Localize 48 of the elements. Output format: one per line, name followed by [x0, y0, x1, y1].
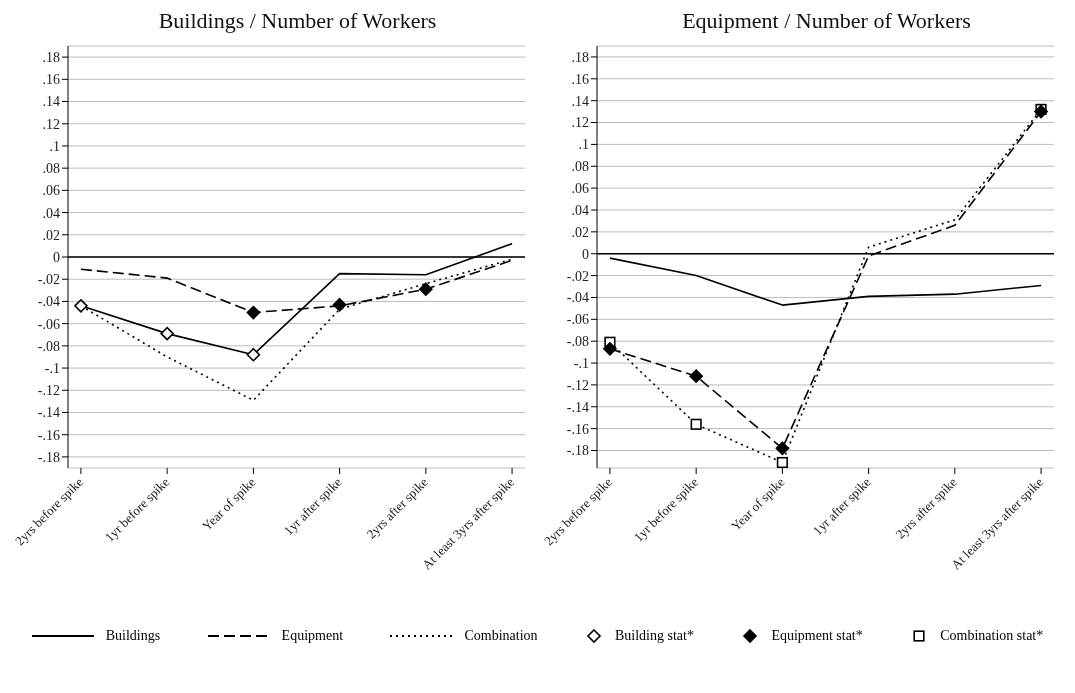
y-tick-label: 0	[582, 246, 589, 262]
y-tick-label: .12	[571, 115, 589, 131]
x-tick-label: 2yrs after spike	[363, 474, 431, 542]
legend-label: Equipment stat*	[771, 628, 863, 644]
y-tick-label: .1	[578, 137, 589, 153]
y-tick-label: -.14	[566, 399, 589, 415]
y-tick-label: .08	[42, 161, 60, 177]
y-tick-label: .18	[571, 49, 589, 65]
y-tick-label: -.1	[44, 361, 60, 377]
y-tick-label: .1	[49, 138, 60, 154]
y-tick-label: .12	[42, 116, 60, 132]
y-tick-label: -.02	[37, 272, 60, 288]
y-tick-label: -.08	[37, 338, 60, 354]
y-tick-label: .08	[571, 159, 589, 175]
y-tick-label: -.12	[37, 383, 60, 399]
y-tick-label: -.1	[573, 356, 589, 372]
legend-label: Combination	[464, 628, 538, 644]
y-tick-label: .16	[42, 72, 60, 88]
y-tick-label: -.18	[37, 449, 60, 465]
y-tick-label: -.16	[566, 421, 589, 437]
y-tick-label: .16	[571, 71, 589, 87]
y-tick-label: .04	[42, 205, 60, 221]
y-tick-label: .04	[571, 202, 589, 218]
y-tick-label: 0	[53, 249, 60, 265]
y-tick-label: .14	[571, 93, 589, 109]
y-tick-label: -.04	[566, 290, 589, 306]
y-tick-label: -.16	[37, 427, 60, 443]
x-tick-label: 2yrs after spike	[892, 474, 960, 542]
y-tick-label: -.14	[37, 405, 60, 421]
y-tick-label: .02	[571, 224, 589, 240]
y-tick-label: -.06	[37, 316, 60, 332]
chart-title: Equipment / Number of Workers	[681, 8, 972, 35]
y-tick-label: .18	[42, 50, 60, 66]
y-tick-label: -.08	[566, 334, 589, 350]
y-tick-label: .06	[42, 183, 60, 199]
y-tick-label: -.02	[566, 268, 589, 284]
y-tick-label: -.18	[566, 443, 589, 459]
y-tick-label: -.12	[566, 377, 589, 393]
legend-label: Building stat*	[615, 628, 694, 644]
legend-label: Combination stat*	[940, 628, 1044, 644]
legend-label: Equipment	[281, 628, 344, 644]
y-tick-label: -.06	[566, 312, 589, 328]
y-tick-label: .14	[42, 94, 60, 110]
legend-label: Buildings	[105, 628, 161, 644]
y-tick-label: .02	[42, 227, 60, 243]
y-tick-label: .06	[571, 181, 589, 197]
y-tick-label: -.04	[37, 294, 60, 310]
chart-title: Buildings / Number of Workers	[157, 8, 438, 35]
